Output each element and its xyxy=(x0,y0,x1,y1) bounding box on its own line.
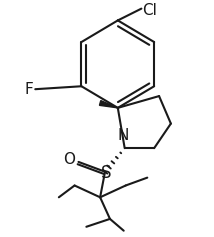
Text: F: F xyxy=(25,82,33,97)
Text: Cl: Cl xyxy=(142,3,157,18)
Text: N: N xyxy=(117,128,128,143)
Polygon shape xyxy=(100,100,118,108)
Text: O: O xyxy=(63,152,75,168)
Text: S: S xyxy=(101,164,111,182)
